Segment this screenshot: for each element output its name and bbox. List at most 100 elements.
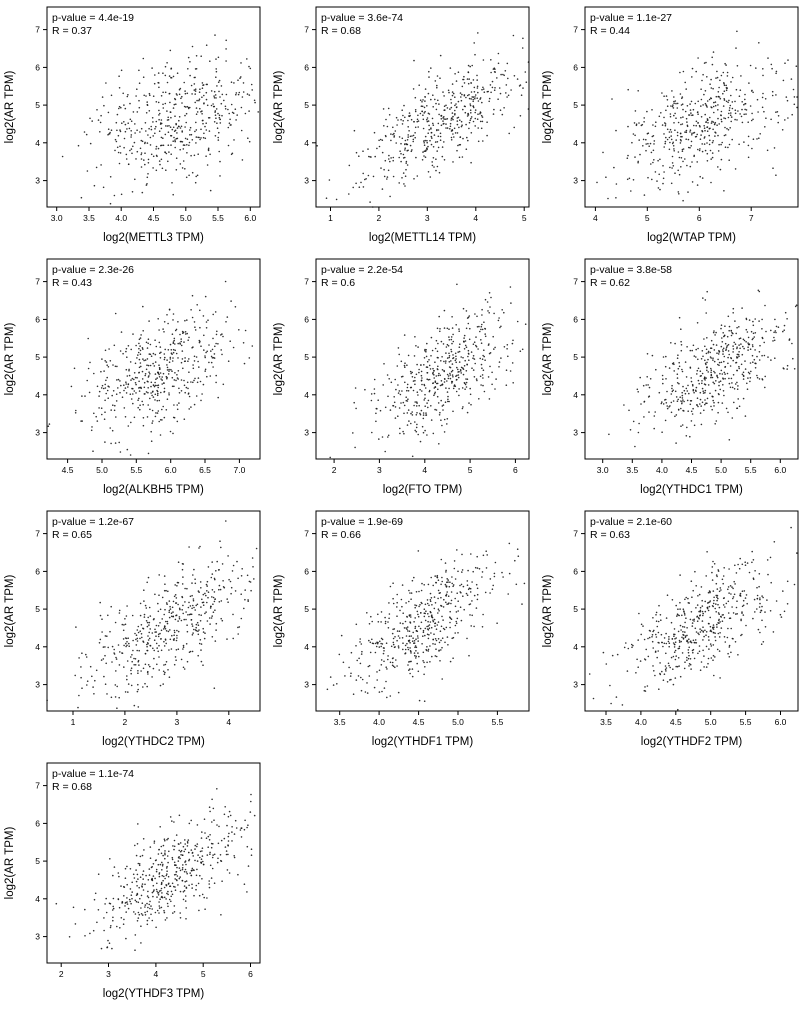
plot-border xyxy=(47,259,260,459)
y-tick-label: 7 xyxy=(35,25,40,35)
x-tick-label: 5 xyxy=(645,213,650,223)
x-axis-label: log2(YTHDF3 TPM) xyxy=(103,988,205,1000)
x-tick-label: 5.0 xyxy=(705,717,717,727)
x-tick-label: 7 xyxy=(749,213,754,223)
x-axis-label: log2(YTHDF2 TPM) xyxy=(641,736,743,748)
r-value-label: R = 0.68 xyxy=(52,781,92,793)
x-tick-label: 6.0 xyxy=(775,717,787,727)
y-tick-label: 3 xyxy=(35,176,40,186)
x-tick-label: 3.0 xyxy=(51,213,63,223)
x-tick-label: 3 xyxy=(106,969,111,979)
r-value-label: R = 0.63 xyxy=(590,529,630,541)
x-tick-label: 3.5 xyxy=(83,213,95,223)
x-axis-label: log2(METTL3 TPM) xyxy=(103,232,204,244)
r-value-label: R = 0.65 xyxy=(52,529,92,541)
x-tick-label: 6.0 xyxy=(244,213,256,223)
x-axis-label: log2(ALKBH5 TPM) xyxy=(103,484,204,496)
plot-border xyxy=(47,511,260,711)
y-tick-label: 5 xyxy=(35,100,40,110)
y-tick-label: 4 xyxy=(573,642,578,652)
p-value-label: p-value = 2.2e-54 xyxy=(321,264,403,276)
x-tick-label: 4.5 xyxy=(670,717,682,727)
point-cloud xyxy=(316,32,529,208)
y-tick-label: 3 xyxy=(573,176,578,186)
x-tick-label: 4.5 xyxy=(686,465,698,475)
x-axis-label: log2(FTO TPM) xyxy=(383,484,463,496)
y-axis-label: log2(AR TPM) xyxy=(4,323,16,396)
x-tick-label: 5.0 xyxy=(715,465,727,475)
y-tick-label: 5 xyxy=(304,352,309,362)
y-axis-label: log2(AR TPM) xyxy=(273,575,285,648)
x-axis-label: log2(YTHDC2 TPM) xyxy=(102,736,205,748)
y-axis-label: log2(AR TPM) xyxy=(542,323,554,396)
plot-border xyxy=(47,763,260,963)
y-tick-label: 4 xyxy=(573,390,578,400)
y-tick-label: 7 xyxy=(35,529,40,539)
y-tick-label: 6 xyxy=(304,566,309,576)
x-tick-label: 5.5 xyxy=(212,213,224,223)
plot-border xyxy=(585,259,798,459)
plot-border xyxy=(316,259,529,459)
x-tick-label: 6 xyxy=(248,969,253,979)
y-tick-label: 4 xyxy=(35,894,40,904)
point-cloud xyxy=(596,31,798,202)
y-tick-label: 7 xyxy=(573,529,578,539)
x-axis-label: log2(YTHDC1 TPM) xyxy=(640,484,743,496)
x-axis-label: log2(METTL14 TPM) xyxy=(369,232,476,244)
x-tick-label: 4.0 xyxy=(115,213,127,223)
y-tick-label: 6 xyxy=(304,62,309,72)
p-value-label: p-value = 3.8e-58 xyxy=(590,264,672,276)
x-tick-label: 6 xyxy=(513,465,518,475)
x-tick-label: 3 xyxy=(175,717,180,727)
y-tick-label: 3 xyxy=(573,680,578,690)
r-value-label: R = 0.68 xyxy=(321,25,361,37)
x-tick-label: 4.0 xyxy=(635,717,647,727)
x-tick-label: 4.5 xyxy=(62,465,74,475)
p-value-label: p-value = 1.9e-69 xyxy=(321,516,403,528)
plot-border xyxy=(585,7,798,207)
y-tick-label: 4 xyxy=(35,642,40,652)
y-axis-label: log2(AR TPM) xyxy=(4,827,16,900)
plot-border xyxy=(585,511,798,711)
p-value-label: p-value = 2.1e-60 xyxy=(590,516,672,528)
point-cloud xyxy=(329,284,526,459)
y-tick-label: 4 xyxy=(35,138,40,148)
point-cloud xyxy=(48,281,254,456)
y-tick-label: 3 xyxy=(304,176,309,186)
y-axis-label: log2(AR TPM) xyxy=(542,71,554,144)
p-value-label: p-value = 4.4e-19 xyxy=(52,12,134,24)
y-axis-label: log2(AR TPM) xyxy=(4,71,16,144)
x-tick-label: 4.5 xyxy=(148,213,160,223)
x-tick-label: 3.5 xyxy=(626,465,638,475)
x-tick-label: 4 xyxy=(593,213,598,223)
x-tick-label: 6.0 xyxy=(774,465,786,475)
y-tick-label: 7 xyxy=(35,277,40,287)
y-tick-label: 6 xyxy=(35,566,40,576)
y-tick-label: 7 xyxy=(304,25,309,35)
point-cloud xyxy=(62,34,259,204)
y-tick-label: 5 xyxy=(573,100,578,110)
y-tick-label: 7 xyxy=(573,25,578,35)
x-tick-label: 1 xyxy=(71,717,76,727)
y-tick-label: 5 xyxy=(35,352,40,362)
x-tick-label: 5.5 xyxy=(491,717,503,727)
x-tick-label: 7.0 xyxy=(233,465,245,475)
point-cloud xyxy=(56,788,256,951)
x-tick-label: 2 xyxy=(377,213,382,223)
y-tick-label: 6 xyxy=(304,314,309,324)
p-value-label: p-value = 1.2e-67 xyxy=(52,516,134,528)
x-tick-label: 5 xyxy=(468,465,473,475)
